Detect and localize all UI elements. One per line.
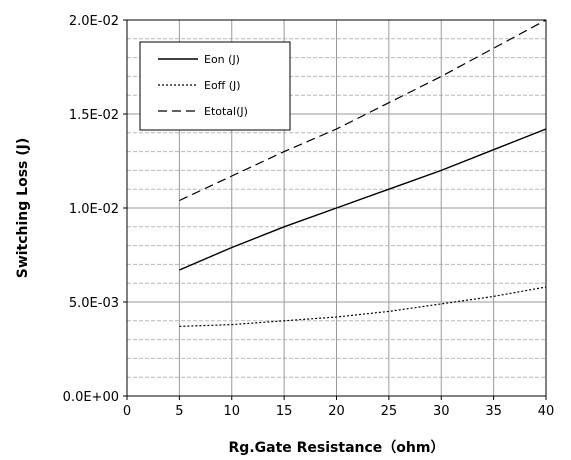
y-tick-label: 1.0E-02 — [69, 202, 119, 217]
legend-label: Eon (J) — [204, 53, 240, 66]
x-tick-label: 0 — [123, 404, 131, 419]
x-tick-label: 35 — [485, 404, 502, 419]
x-tick-label: 20 — [328, 404, 345, 419]
series-line-eoff-j — [179, 286, 547, 327]
legend-label: Etotal(J) — [204, 105, 248, 118]
x-tick-label: 10 — [223, 404, 240, 419]
x-tick-label: 30 — [433, 404, 450, 419]
x-tick-label: 5 — [175, 404, 183, 419]
series-line-etotal-j — [179, 19, 547, 202]
x-axis-title: Rg.Gate Resistance（ohm） — [229, 440, 445, 456]
series-line-eon-j — [179, 128, 547, 271]
y-axis-title: Switching Loss (J) — [15, 138, 31, 279]
y-tick-label: 0.0E+00 — [63, 390, 119, 405]
x-tick-label: 15 — [276, 404, 293, 419]
legend: Eon (J) Eoff (J) Etotal(J) — [139, 41, 291, 131]
y-tick-label: 2.0E-02 — [69, 14, 119, 29]
y-tick-label: 5.0E-03 — [69, 296, 119, 311]
y-tick-label: 1.5E-02 — [69, 108, 119, 123]
x-tick-label: 40 — [538, 404, 555, 419]
axis-ticks: 0 5 10 15 20 25 30 35 40 0.0E+00 5.0E-03 1.0E-02 1.5… — [63, 14, 555, 419]
legend-label: Eoff (J) — [204, 79, 241, 92]
legend-box — [139, 41, 291, 131]
series-group — [179, 19, 547, 327]
x-tick-label: 25 — [381, 404, 398, 419]
